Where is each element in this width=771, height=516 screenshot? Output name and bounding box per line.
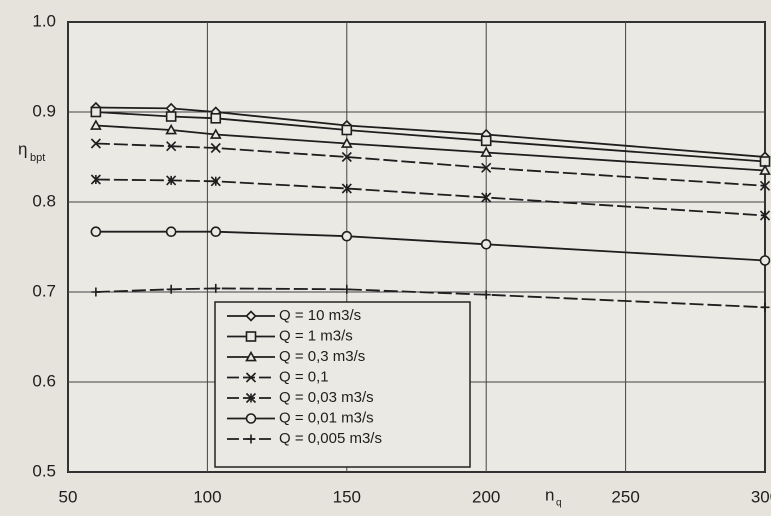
marker xyxy=(90,174,101,185)
x-tick-label: 250 xyxy=(611,487,639,506)
x-tick-label: 300 xyxy=(751,487,771,506)
y-tick-label: 1.0 xyxy=(32,11,56,30)
y-axis-label: η xyxy=(18,139,27,158)
marker xyxy=(90,106,102,118)
marker xyxy=(210,142,221,154)
marker xyxy=(341,183,352,194)
marker xyxy=(210,176,221,187)
marker xyxy=(210,226,222,237)
series-line xyxy=(95,124,766,172)
legend-label: Q = 0,3 m3/s xyxy=(279,348,365,365)
series-line xyxy=(95,142,766,187)
marker xyxy=(341,230,353,242)
marker xyxy=(340,137,353,148)
marker xyxy=(480,135,492,147)
y-axis-label-sub: bpt xyxy=(30,152,45,164)
marker xyxy=(245,372,257,383)
marker xyxy=(166,141,177,152)
series-line xyxy=(95,178,766,217)
marker xyxy=(246,434,256,444)
legend-label: Q = 10 m3/s xyxy=(279,307,361,324)
legend-label: Q = 0,1 xyxy=(279,368,329,385)
y-tick-label: 0.5 xyxy=(32,461,56,480)
marker xyxy=(760,302,770,312)
x-axis-label-sub: q xyxy=(556,498,562,509)
y-tick-label: 0.7 xyxy=(32,281,56,300)
marker xyxy=(341,124,353,136)
marker xyxy=(480,146,493,157)
marker xyxy=(210,113,222,124)
series-line xyxy=(95,287,766,309)
x-tick-label: 200 xyxy=(472,487,500,506)
marker xyxy=(211,283,221,293)
marker xyxy=(481,162,492,173)
marker xyxy=(342,284,352,294)
marker xyxy=(481,290,491,300)
legend: Q = 10 m3/s Q = 1 m3/s Q = 0,3 m3/s Q = 0,1… xyxy=(214,301,471,468)
series-line xyxy=(95,111,766,163)
marker xyxy=(166,284,176,294)
x-axis-label: n xyxy=(545,485,554,504)
marker xyxy=(90,226,102,237)
series-line xyxy=(95,106,766,158)
marker xyxy=(90,119,102,130)
x-tick-label: 50 xyxy=(59,487,78,506)
x-tick-label: 100 xyxy=(193,487,221,506)
marker xyxy=(245,350,257,362)
marker xyxy=(209,128,222,139)
marker xyxy=(165,226,177,237)
legend-box xyxy=(214,301,471,468)
marker xyxy=(165,111,177,122)
marker xyxy=(245,331,257,342)
legend-label: Q = 0,01 m3/s xyxy=(279,409,374,426)
y-tick-label: 0.8 xyxy=(32,191,56,210)
marker xyxy=(90,138,101,149)
legend-label: Q = 1 m3/s xyxy=(279,327,353,344)
marker xyxy=(759,164,771,175)
marker xyxy=(341,151,352,163)
marker xyxy=(480,239,492,250)
marker xyxy=(759,255,771,266)
marker xyxy=(245,310,257,322)
y-tick-label: 0.6 xyxy=(32,371,56,390)
marker xyxy=(481,192,492,203)
marker xyxy=(91,287,101,297)
marker xyxy=(165,123,178,135)
marker xyxy=(245,413,257,424)
legend-label: Q = 0,03 m3/s xyxy=(279,389,374,406)
legend-label: Q = 0,005 m3/s xyxy=(279,430,382,447)
marker xyxy=(166,175,177,186)
y-tick-label: 0.9 xyxy=(32,101,56,120)
series-line xyxy=(95,230,766,262)
x-tick-label: 150 xyxy=(333,487,361,506)
marker xyxy=(245,392,257,404)
marker xyxy=(759,180,771,191)
marker xyxy=(759,210,771,221)
